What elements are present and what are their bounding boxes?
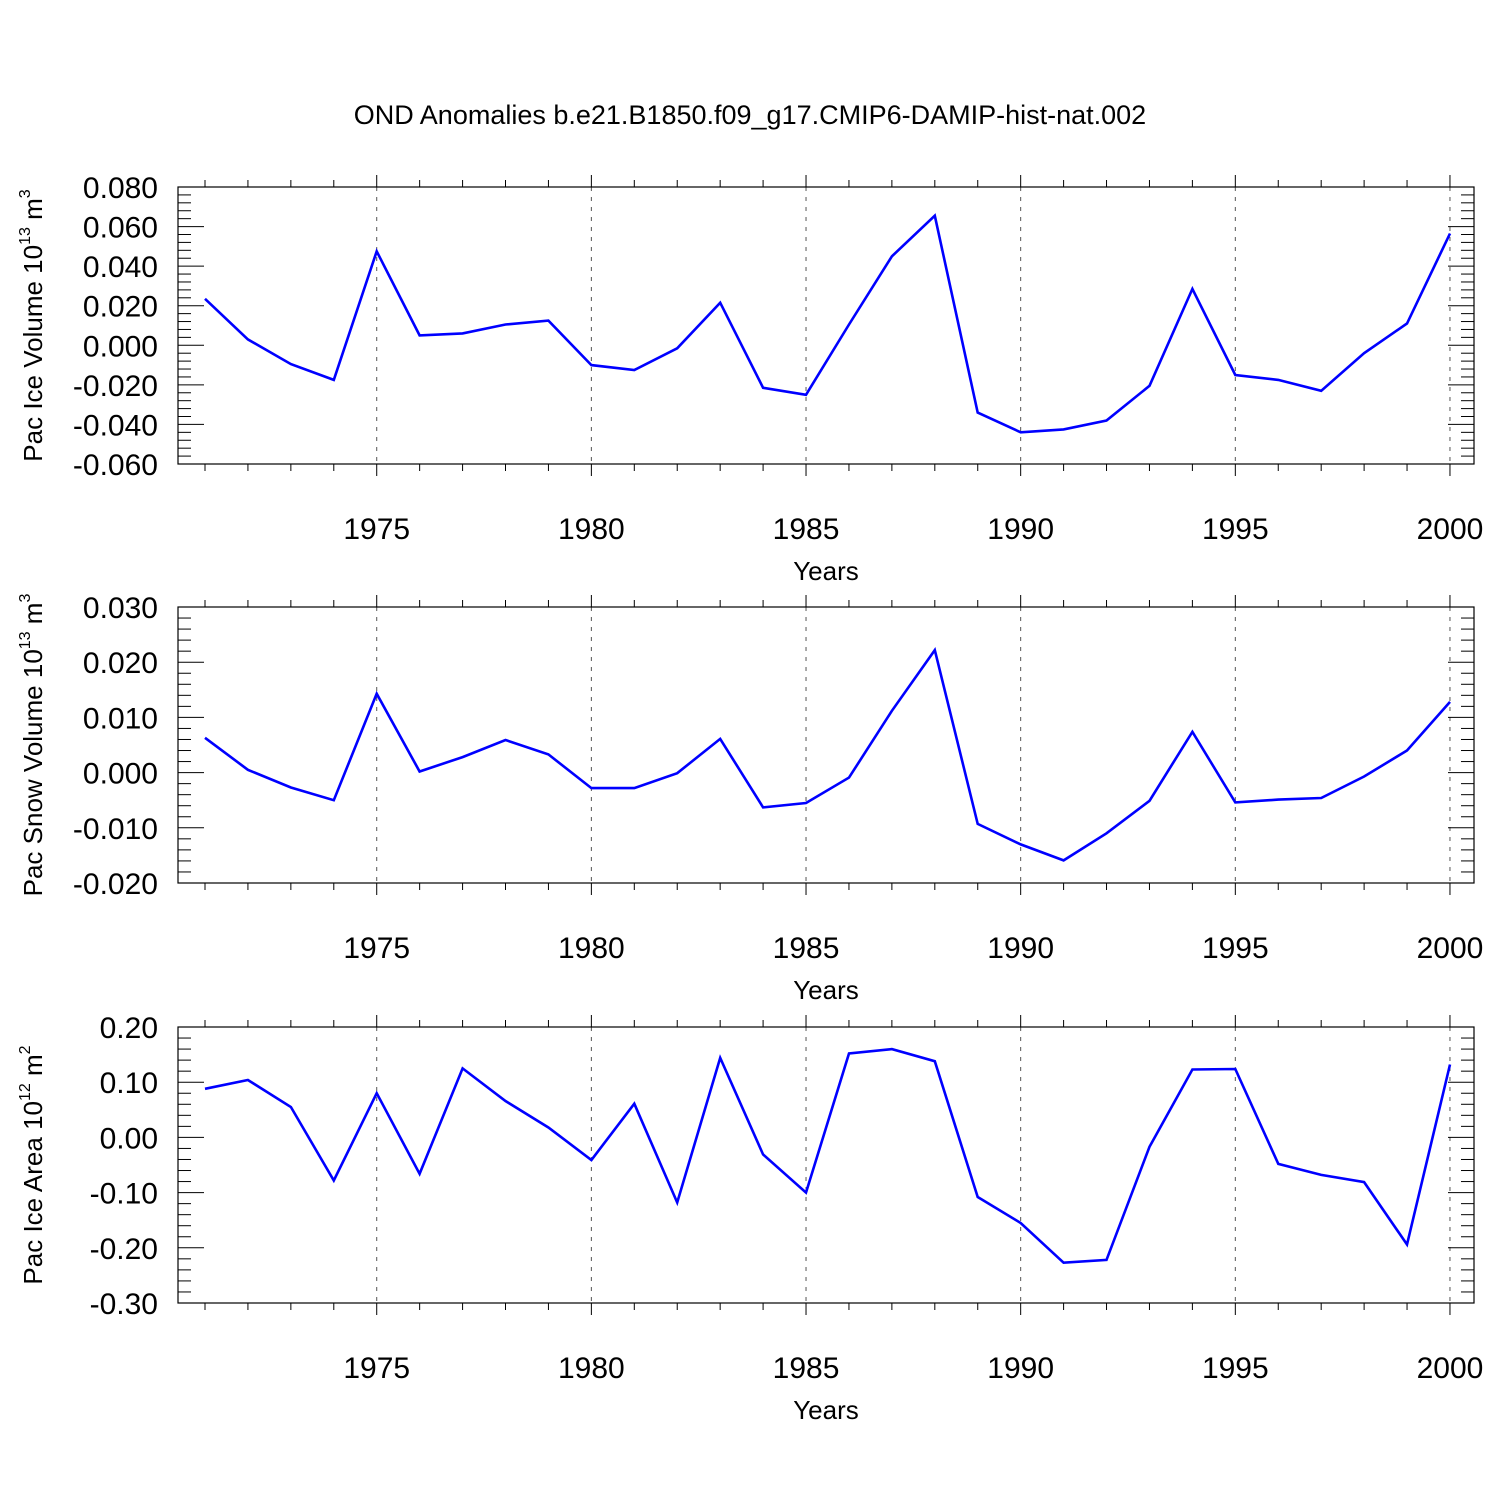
y-tick-label: 0.20 — [100, 1012, 158, 1045]
y-axis-title: Pac Snow Volume 1013 m3 — [17, 594, 48, 897]
y-tick-label: 0.00 — [100, 1122, 158, 1155]
x-tick-label: 1995 — [1202, 932, 1269, 965]
y-tick-label: -0.20 — [90, 1233, 158, 1266]
plot-frame — [177, 186, 1475, 465]
y-tick-label: 0.080 — [83, 172, 158, 205]
y-tick-label: 0.10 — [100, 1067, 158, 1100]
x-tick-label: 1985 — [773, 1352, 840, 1385]
x-tick-label: 1985 — [773, 932, 840, 965]
x-tick-label: 1990 — [987, 932, 1054, 965]
series-line — [204, 213, 1452, 434]
x-tick-label: 1980 — [558, 513, 625, 546]
x-axis-title: Years — [793, 975, 859, 1005]
y-tick-label: -0.010 — [73, 813, 158, 846]
x-tick-label: 1995 — [1202, 513, 1269, 546]
y-tick-label: 0.020 — [83, 647, 158, 680]
x-tick-label: 1975 — [343, 1352, 410, 1385]
y-tick-label: 0.040 — [83, 251, 158, 284]
x-tick-label: 1985 — [773, 513, 840, 546]
y-tick-label: 0.020 — [83, 291, 158, 324]
x-tick-label: 2000 — [1417, 932, 1484, 965]
y-tick-label: 0.000 — [83, 758, 158, 791]
plot-frame — [177, 606, 1475, 884]
series-line — [204, 647, 1451, 862]
y-tick-label: -0.060 — [73, 449, 158, 482]
y-tick-label: -0.040 — [73, 409, 158, 442]
y-tick-label: 0.000 — [83, 330, 158, 363]
x-tick-label: 1980 — [558, 1352, 625, 1385]
series-line — [204, 1047, 1452, 1265]
x-tick-label: 1995 — [1202, 1352, 1269, 1385]
figure-title: OND Anomalies b.e21.B1850.f09_g17.CMIP6-… — [354, 100, 1146, 130]
y-axis-title: Pac Ice Area 1012 m2 — [17, 1045, 48, 1284]
plot-frame — [177, 1026, 1475, 1304]
y-tick-label: 0.010 — [83, 702, 158, 735]
y-tick-label: -0.020 — [73, 370, 158, 403]
x-axis-title: Years — [793, 556, 859, 586]
y-tick-label: 0.060 — [83, 212, 158, 245]
chart-panel-1: -0.060 -0.040 -0.020 0.000 0.020 0.040 0.060 0.… — [17, 172, 1483, 586]
chart-panel-3: -0.30 -0.20 -0.10 0.00 0.10 0.20 1975 1980 1985 1… — [17, 1012, 1483, 1425]
x-tick-label: 1975 — [343, 513, 410, 546]
x-tick-label: 1980 — [558, 932, 625, 965]
x-tick-label: 1990 — [987, 1352, 1054, 1385]
y-tick-label: -0.10 — [90, 1178, 158, 1211]
panels: -0.060 -0.040 -0.020 0.000 0.020 0.040 0.060 0.… — [17, 172, 1483, 1425]
y-axis-title: Pac Ice Volume 1013 m3 — [17, 189, 48, 462]
x-axis-title: Years — [793, 1395, 859, 1425]
y-tick-label: -0.30 — [90, 1288, 158, 1321]
x-tick-label: 2000 — [1417, 1352, 1484, 1385]
x-tick-label: 1975 — [343, 932, 410, 965]
y-tick-label: -0.020 — [73, 868, 158, 901]
x-tick-label: 2000 — [1417, 513, 1484, 546]
chart-panel-2: -0.020 -0.010 0.000 0.010 0.020 0.030 1975 1980… — [17, 592, 1483, 1005]
x-tick-label: 1990 — [987, 513, 1054, 546]
y-tick-label: 0.030 — [83, 592, 158, 625]
